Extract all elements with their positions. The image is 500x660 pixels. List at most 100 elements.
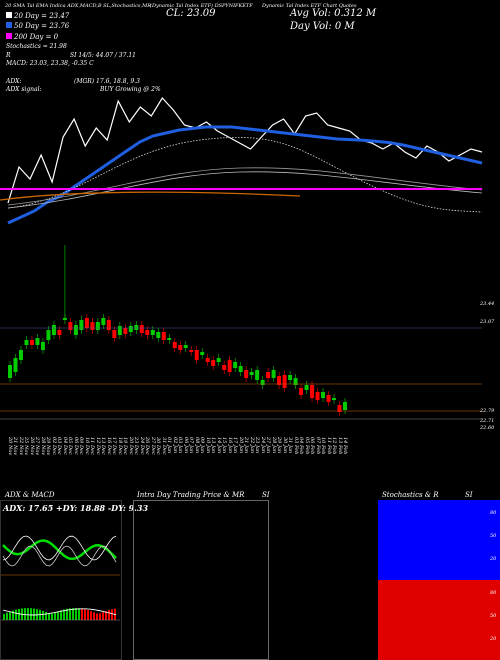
candle-body	[101, 318, 106, 325]
macd-histogram-bar	[63, 609, 65, 620]
adx-panel-values: ADX: 17.65 +DY: 18.88 -DY: 9.33	[3, 503, 149, 513]
macd-histogram-bar	[60, 610, 62, 620]
macd-histogram-bar	[75, 608, 77, 620]
candle-body	[266, 372, 271, 378]
candle-body	[18, 350, 23, 360]
price-label-5: 22.60	[480, 425, 495, 431]
adx-line	[2, 539, 117, 561]
candle-body	[233, 362, 238, 368]
macd-histogram-bar	[81, 608, 83, 620]
grey-ma-line-1	[7, 167, 483, 206]
candle-body	[51, 325, 56, 335]
candle-body	[46, 330, 51, 340]
candle-body	[106, 320, 111, 330]
macd-histogram-bar	[15, 609, 17, 620]
adx-values: (MGR) 17.6, 18.8, 9.3	[74, 78, 140, 85]
si-panel	[378, 580, 500, 660]
plus-di-line	[2, 535, 117, 561]
macd-values: MACD: 23.03, 23.38, -0.35 C	[6, 60, 94, 67]
macd-r: R	[6, 52, 11, 59]
candle-body	[337, 405, 342, 412]
macd-histogram-bar	[12, 610, 14, 620]
adx-panel-title: ADX & MACD	[5, 491, 55, 499]
close-label: CL: 23.09	[166, 8, 216, 19]
candle-body	[90, 322, 95, 330]
candle-body	[277, 376, 282, 385]
sma50-text: 50 Day = 23.76	[14, 22, 70, 30]
candle-body	[293, 378, 298, 385]
adx-label: ADX:	[6, 78, 22, 85]
header-quotes: Dynamic Tal Index ETF Chart Quotes	[262, 3, 357, 9]
grey-ma-line-2	[7, 171, 483, 209]
macd-histogram-bar	[93, 612, 95, 620]
price-label-4: 22.71	[480, 418, 495, 424]
intraday-panel-title: Intra Day Trading Price & MR	[137, 491, 245, 499]
macd-histogram-bar	[3, 614, 5, 620]
si-tick-80: 80	[490, 590, 497, 596]
date-tick-label: 14 Feb	[342, 437, 348, 455]
candle-body	[282, 375, 287, 388]
candle-body	[178, 345, 183, 350]
stoch-tick-20: 20	[490, 556, 497, 562]
candle-body	[271, 370, 276, 378]
intraday-panel	[133, 500, 269, 660]
sma200-text: 200 Day = 0	[14, 33, 59, 41]
macd-histogram-bar	[69, 608, 71, 620]
macd-histogram-bar	[96, 613, 98, 620]
candle-body	[183, 345, 188, 348]
dotted-ma-line	[7, 137, 483, 213]
candle-body	[161, 332, 166, 340]
candle-body	[222, 365, 227, 370]
si-tick-50: 50	[490, 613, 497, 619]
candle-body	[211, 360, 216, 366]
candle-body	[200, 352, 205, 355]
macd-histogram-bar	[42, 610, 44, 620]
candle-body	[216, 358, 221, 362]
macd-histogram-bar	[51, 613, 53, 620]
macd-histogram-bar	[54, 612, 56, 620]
macd-histogram-bar	[18, 608, 20, 620]
intraday-si: SI	[262, 491, 270, 499]
candle-body	[238, 366, 243, 372]
candle-body	[57, 330, 62, 335]
macd-histogram-bar	[111, 609, 113, 620]
candle-body	[189, 350, 194, 352]
candle-body	[134, 325, 139, 330]
macd-histogram-bar	[99, 613, 101, 620]
macd-histogram-bar	[102, 612, 104, 620]
macd-histogram-bar	[66, 608, 68, 620]
macd-histogram-bar	[24, 608, 26, 620]
candle-body	[95, 322, 100, 330]
macd-histogram-bar	[105, 611, 107, 620]
si-values: SI 14/5: 44.07 / 37.11	[70, 52, 136, 59]
macd-histogram-bar	[57, 611, 59, 620]
macd-histogram-bar	[78, 608, 80, 620]
macd-histogram-bar	[33, 608, 35, 620]
orange-ma-line	[0, 191, 301, 201]
20-sma-line	[7, 97, 483, 204]
candlestick-layer	[0, 245, 482, 420]
candle-body	[255, 370, 260, 380]
macd-histogram-bar	[87, 610, 89, 620]
candle-body	[244, 370, 249, 378]
macd-histogram-bar	[108, 610, 110, 620]
stoch-value: Stochastics = 21.98	[6, 43, 67, 50]
candle-body	[310, 385, 315, 398]
macd-histogram-bar	[48, 613, 50, 620]
sma20-text: 20 Day = 23.47	[14, 12, 70, 20]
candle-body	[79, 320, 84, 330]
candle-body	[194, 350, 199, 360]
candle-body	[260, 380, 265, 385]
sma50-legend: 50 Day = 23.76	[6, 22, 69, 30]
candle-body	[84, 318, 89, 328]
avg-vol-label: Avg Vol: 0.312 M	[290, 8, 377, 19]
stoch-panel-title: Stochastics & R	[382, 491, 439, 499]
candle-body	[315, 392, 320, 400]
header-symbol: (Dynamic Tal Index ETF) DSPYNIFKETF	[150, 3, 253, 9]
candle-body	[73, 325, 78, 335]
stoch-si: SI	[465, 491, 473, 499]
candle-body	[40, 342, 45, 350]
candle-body	[128, 326, 133, 332]
candle-body	[156, 332, 161, 338]
